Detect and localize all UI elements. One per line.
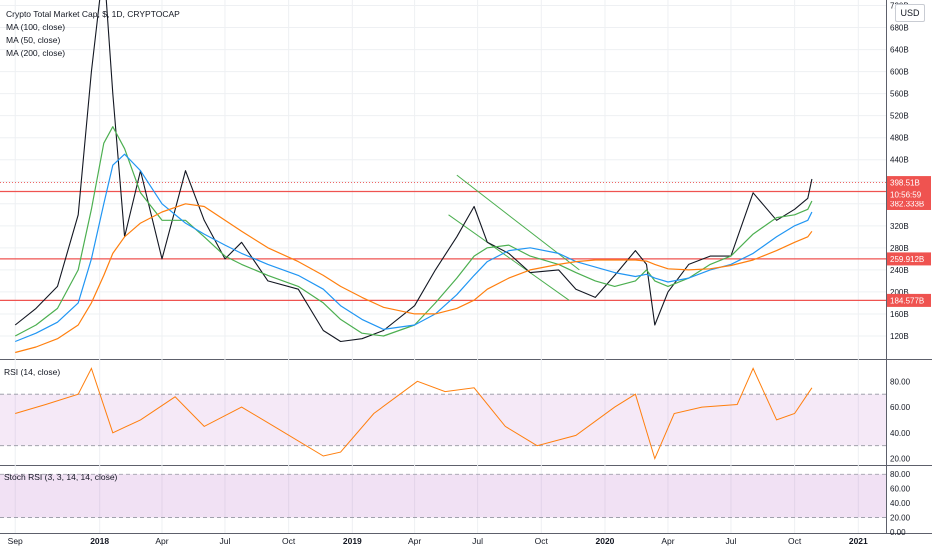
chart-title: Crypto Total Market Cap, $, 1D, CRYPTOCA… bbox=[6, 9, 180, 19]
currency-button[interactable]: USD bbox=[895, 4, 925, 22]
stoch-pane-label: Stoch RSI (3, 3, 14, 14, close) bbox=[4, 472, 118, 482]
y-tick-label: 680B bbox=[890, 24, 909, 33]
y-tick-label: 320B bbox=[890, 222, 909, 231]
stoch-tick-label: 80.00 bbox=[890, 470, 911, 479]
stoch-tick-label: 0.00 bbox=[890, 528, 906, 537]
x-tick-label: Oct bbox=[535, 536, 549, 546]
countdown-label: 10:56:59 bbox=[890, 191, 922, 200]
y-tick-label: 520B bbox=[890, 112, 909, 121]
price-level-label: 184.577B bbox=[890, 296, 924, 305]
y-tick-label: 480B bbox=[890, 134, 909, 143]
price-level-label-bg bbox=[887, 176, 931, 190]
stoch-tick-label: 60.00 bbox=[890, 485, 911, 494]
legend-ma200[interactable]: MA (200, close) bbox=[6, 48, 66, 58]
x-tick-label: Oct bbox=[282, 536, 296, 546]
x-tick-label: Jul bbox=[726, 536, 737, 546]
x-tick-label: Oct bbox=[788, 536, 802, 546]
rsi-tick-label: 80.00 bbox=[890, 377, 911, 386]
price-level-label-bg bbox=[887, 293, 931, 307]
y-tick-label: 440B bbox=[890, 156, 909, 165]
y-tick-label: 560B bbox=[890, 90, 909, 99]
y-tick-label: 240B bbox=[890, 266, 909, 275]
price-level-label: 259.912B bbox=[890, 255, 924, 264]
stoch-band-fill bbox=[0, 474, 886, 518]
rsi-tick-label: 20.00 bbox=[890, 455, 911, 464]
x-tick-label: 2020 bbox=[596, 536, 615, 546]
countdown-label-bg bbox=[887, 188, 931, 202]
x-tick-label: 2021 bbox=[849, 536, 868, 546]
legend-ma50[interactable]: MA (50, close) bbox=[6, 35, 61, 45]
y-tick-label: 280B bbox=[890, 244, 909, 253]
x-tick-label: Sep bbox=[8, 536, 23, 546]
rsi-pane-label: RSI (14, close) bbox=[4, 367, 61, 377]
y-tick-label: 640B bbox=[890, 46, 909, 55]
x-tick-label: Apr bbox=[155, 536, 168, 546]
series-line-ma-200-close- bbox=[15, 203, 813, 354]
rsi-tick-label: 40.00 bbox=[890, 429, 911, 438]
rsi-line bbox=[15, 367, 813, 461]
trendline bbox=[448, 214, 570, 301]
y-tick-label: 200B bbox=[890, 288, 909, 297]
rsi-band-fill bbox=[0, 394, 886, 446]
price-level-label-bg bbox=[887, 252, 931, 266]
x-tick-label: Apr bbox=[661, 536, 674, 546]
x-tick-label: Apr bbox=[408, 536, 421, 546]
chart-legend: Crypto Total Market Cap, $, 1D, CRYPTOCA… bbox=[6, 8, 180, 60]
stoch-tick-label: 40.00 bbox=[890, 499, 911, 508]
price-level-label: 382.333B bbox=[890, 199, 924, 208]
legend-ma100[interactable]: MA (100, close) bbox=[6, 22, 66, 32]
x-tick-label: Jul bbox=[220, 536, 231, 546]
x-tick-label: 2019 bbox=[343, 536, 362, 546]
price-level-label: 398.51B bbox=[890, 179, 920, 188]
rsi-tick-label: 60.00 bbox=[890, 403, 911, 412]
price-axis-background bbox=[886, 0, 932, 550]
y-tick-label: 160B bbox=[890, 310, 909, 319]
x-tick-label: Jul bbox=[472, 536, 483, 546]
y-tick-label: 120B bbox=[890, 332, 909, 341]
y-tick-label: 600B bbox=[890, 68, 909, 77]
stoch-tick-label: 20.00 bbox=[890, 514, 911, 523]
x-tick-label: 2018 bbox=[90, 536, 109, 546]
